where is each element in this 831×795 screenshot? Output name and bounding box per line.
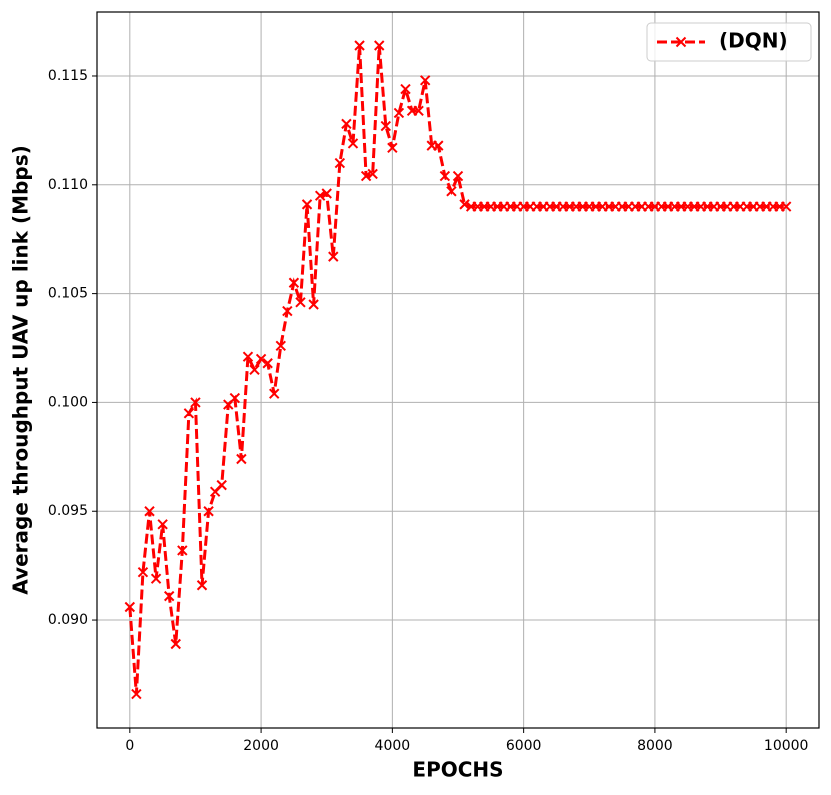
- marker: [163, 590, 175, 602]
- marker: [177, 545, 188, 556]
- marker: [269, 388, 280, 399]
- marker: [374, 40, 385, 51]
- marker: [124, 601, 136, 613]
- marker: [321, 188, 332, 199]
- marker: [360, 170, 372, 182]
- marker: [150, 573, 162, 584]
- marker: [314, 190, 326, 201]
- x-tick-label: 10000: [764, 738, 809, 754]
- marker: [347, 138, 359, 149]
- marker: [183, 408, 195, 419]
- marker: [229, 392, 241, 404]
- marker: [341, 118, 352, 130]
- x-axis-label: EPOCHS: [412, 758, 503, 782]
- marker: [301, 199, 313, 210]
- y-tick-label: 0.105: [48, 286, 88, 302]
- marker: [249, 364, 260, 375]
- marker: [137, 566, 149, 578]
- marker: [242, 351, 254, 362]
- marker: [354, 40, 365, 51]
- marker: [255, 353, 267, 365]
- x-tick-label: 8000: [637, 738, 673, 754]
- marker: [367, 168, 378, 180]
- marker: [282, 305, 293, 317]
- marker: [459, 199, 470, 210]
- x-tick-label: 6000: [506, 738, 542, 754]
- marker: [334, 157, 346, 169]
- y-tick-label: 0.095: [48, 503, 88, 519]
- marker: [288, 277, 300, 288]
- data-line: [128, 45, 787, 695]
- x-tick-label: 4000: [375, 738, 411, 754]
- marker: [380, 120, 392, 132]
- marker: [157, 519, 168, 530]
- marker: [446, 186, 457, 197]
- marker: [393, 107, 405, 119]
- marker: [433, 140, 444, 151]
- marker: [452, 170, 464, 182]
- marker: [216, 479, 227, 491]
- marker: [400, 83, 411, 95]
- marker: [275, 340, 286, 352]
- marker: [780, 201, 792, 212]
- legend-label: (DQN): [719, 29, 788, 53]
- marker: [190, 397, 201, 408]
- y-tick-label: 0.115: [48, 68, 88, 84]
- marker: [236, 453, 247, 465]
- marker: [387, 142, 398, 154]
- marker: [131, 688, 142, 700]
- marker: [170, 638, 181, 650]
- y-tick-label: 0.090: [48, 612, 88, 628]
- marker: [328, 251, 339, 262]
- plot-frame: [96, 11, 820, 729]
- legend-box: [646, 22, 812, 62]
- marker: [439, 170, 451, 182]
- x-tick-label: 0: [125, 738, 134, 754]
- marker: [196, 580, 208, 591]
- marker: [419, 75, 431, 86]
- legend-marker: [675, 36, 687, 48]
- marker: [295, 297, 306, 308]
- marker: [413, 105, 424, 117]
- marker: [262, 358, 273, 369]
- x-tick-label: 2000: [243, 738, 279, 754]
- legend: (DQN): [646, 22, 812, 62]
- y-axis-label: Average throughput UAV up link (Mbps): [9, 145, 33, 594]
- marker: [144, 506, 155, 517]
- marker: [203, 506, 214, 517]
- y-tick-label: 0.100: [48, 394, 88, 410]
- marker: [308, 299, 319, 310]
- y-tick-label: 0.110: [48, 177, 88, 193]
